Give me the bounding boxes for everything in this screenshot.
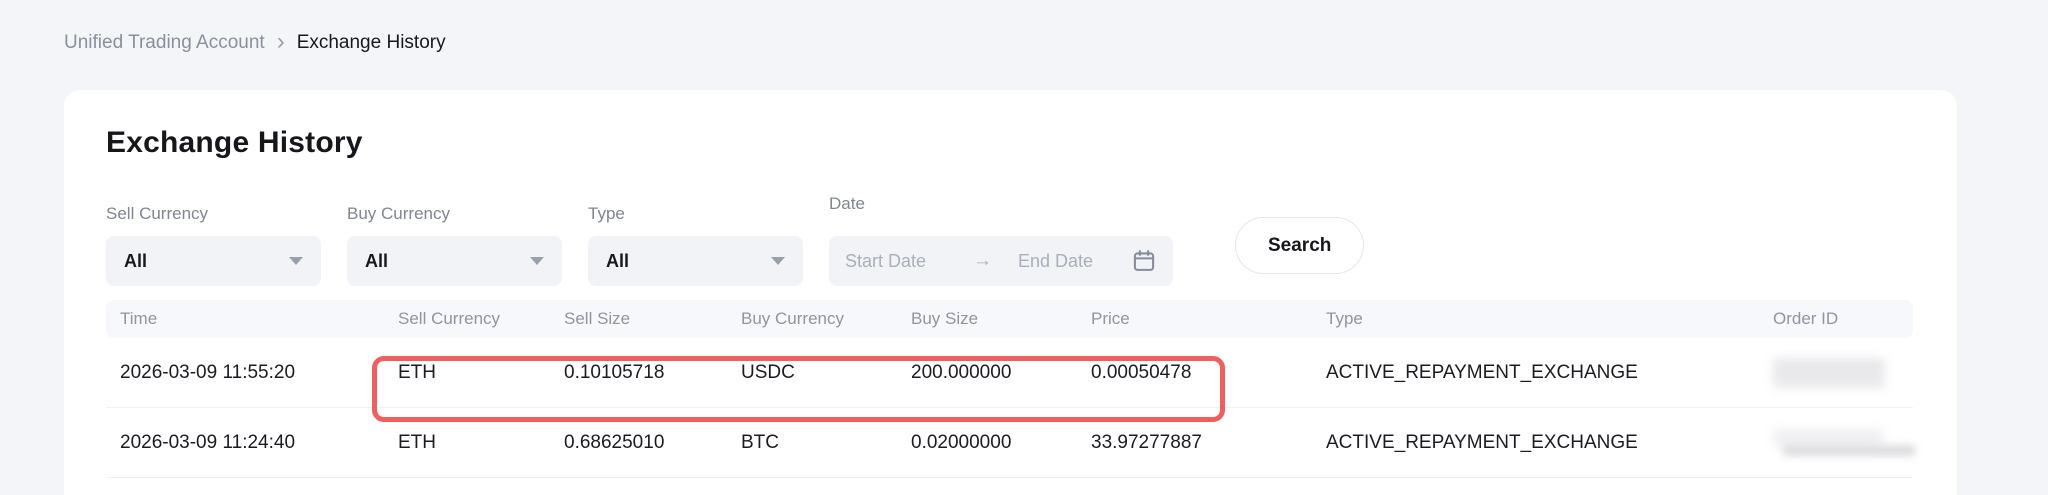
column-header-buy-currency: Buy Currency (741, 309, 844, 328)
calendar-icon[interactable] (1131, 248, 1157, 274)
order-id-redacted (1759, 429, 1915, 456)
redaction-blur (1773, 357, 1885, 388)
breadcrumb-parent-link[interactable]: Unified Trading Account (64, 32, 265, 53)
cell-price: 0.00050478 (1091, 361, 1192, 383)
table-row: 2026-03-09 11:24:40 ETH 0.68625010 BTC 0.020… (106, 408, 1915, 478)
breadcrumb: Unified Trading Account › Exchange Histo… (64, 28, 446, 55)
chevron-down-icon (530, 257, 544, 265)
search-button[interactable]: Search (1235, 217, 1365, 274)
column-header-order-id: Order ID (1773, 309, 1839, 328)
cell-sell-size: 0.10105718 (564, 361, 665, 383)
table-header-row: Time Sell Currency Sell Size Buy Currency Bu… (106, 300, 1913, 338)
cell-sell-currency: ETH (398, 431, 436, 453)
page-title: Exchange History (106, 126, 363, 159)
end-date-placeholder[interactable]: End Date (1018, 250, 1094, 271)
chevron-down-icon (289, 257, 303, 265)
redaction-blur (1773, 429, 1883, 447)
filter-bar: Sell Currency All Buy Currency All Type … (106, 194, 1915, 286)
column-header-sell-currency: Sell Currency (398, 309, 501, 328)
cell-price: 33.97277887 (1091, 431, 1202, 453)
table-body: 2026-03-09 11:55:20 ETH 0.10105718 USDC 200.… (106, 338, 1915, 478)
sell-currency-filter: Sell Currency All (106, 204, 321, 286)
date-range-arrow-icon: → (973, 250, 992, 271)
column-header-type: Type (1326, 309, 1363, 328)
date-filter: Date Start Date → End Date (829, 194, 1173, 286)
type-label: Type (588, 204, 625, 223)
sell-currency-label: Sell Currency (106, 204, 209, 223)
cell-sell-currency: ETH (398, 361, 436, 383)
sell-currency-value: All (124, 250, 148, 271)
type-value: All (606, 250, 630, 271)
column-header-price: Price (1091, 309, 1130, 328)
column-header-buy-size: Buy Size (911, 309, 979, 328)
date-label: Date (829, 194, 865, 213)
buy-currency-value: All (365, 250, 389, 271)
cell-time: 2026-03-09 11:55:20 (120, 361, 296, 383)
order-id-redacted (1759, 357, 1913, 388)
column-header-sell-size: Sell Size (564, 309, 631, 328)
cell-buy-currency: USDC (741, 361, 795, 383)
cell-type: ACTIVE_REPAYMENT_EXCHANGE (1326, 431, 1638, 453)
chevron-down-icon (771, 257, 785, 265)
exchange-history-table: Time Sell Currency Sell Size Buy Currency Bu… (106, 300, 1915, 478)
cell-type: ACTIVE_REPAYMENT_EXCHANGE (1326, 361, 1638, 383)
type-dropdown[interactable]: All (588, 236, 803, 286)
sell-currency-dropdown[interactable]: All (106, 236, 321, 286)
exchange-history-card: Exchange History Sell Currency All Buy C… (64, 90, 1957, 495)
buy-currency-dropdown[interactable]: All (347, 236, 562, 286)
buy-currency-filter: Buy Currency All (347, 204, 562, 286)
breadcrumb-chevron-icon: › (276, 28, 285, 55)
cell-buy-size: 0.02000000 (911, 431, 1012, 453)
type-filter: Type All (588, 204, 803, 286)
cell-sell-size: 0.68625010 (564, 431, 665, 453)
start-date-placeholder[interactable]: Start Date (845, 250, 927, 271)
cell-time: 2026-03-09 11:24:40 (120, 431, 296, 453)
table-row: 2026-03-09 11:55:20 ETH 0.10105718 USDC 200.… (106, 338, 1913, 408)
date-range-input[interactable]: Start Date → End Date (829, 236, 1173, 286)
cell-buy-currency: BTC (741, 431, 779, 453)
breadcrumb-current: Exchange History (296, 32, 446, 53)
redaction-blur (1783, 445, 1915, 456)
buy-currency-label: Buy Currency (347, 204, 450, 223)
cell-buy-size: 200.000000 (911, 361, 1012, 383)
column-header-time: Time (120, 309, 158, 328)
